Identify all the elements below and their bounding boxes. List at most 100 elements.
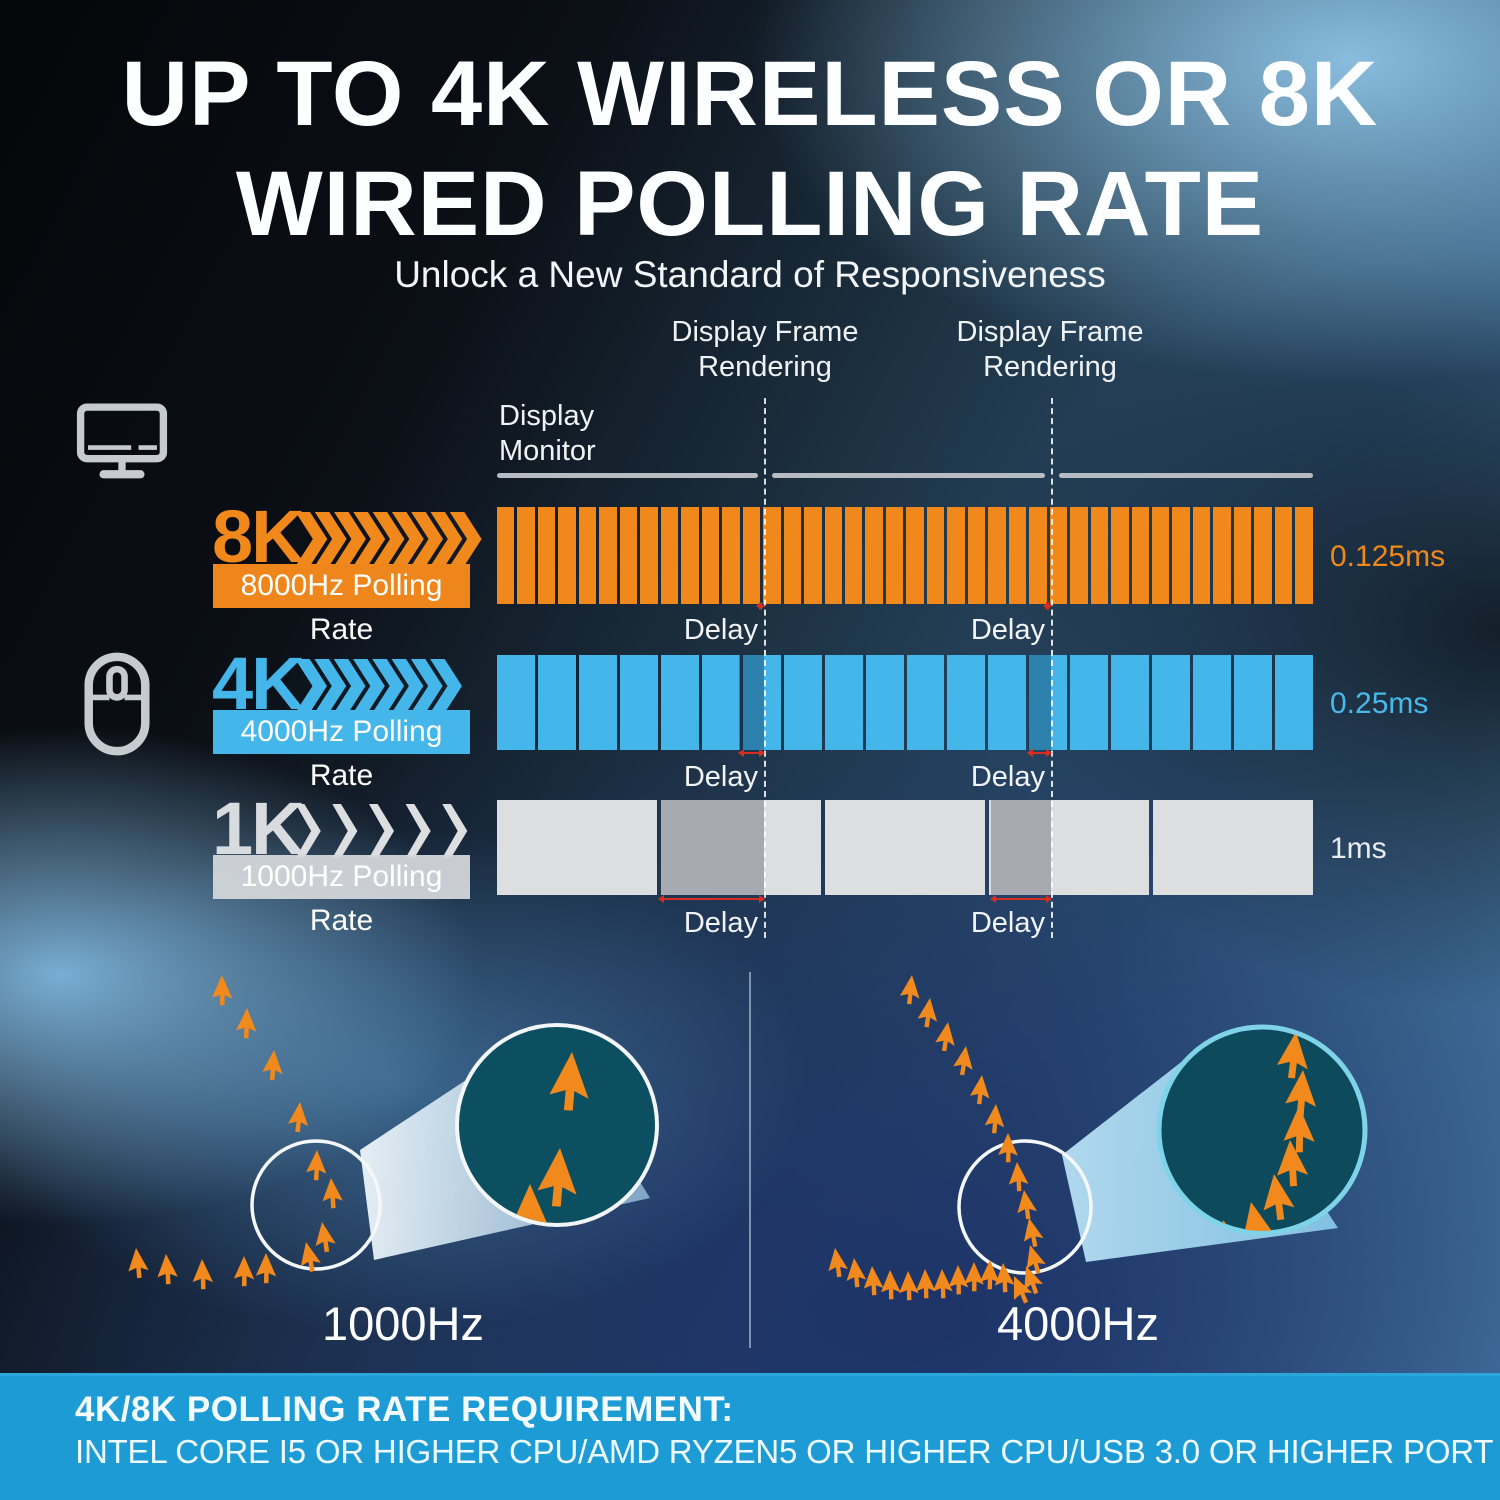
poll-segment: [497, 507, 515, 604]
cursor-icon: [127, 1248, 154, 1281]
cursor-icon: [996, 1133, 1025, 1166]
cursor-icon: [286, 1102, 317, 1137]
selection-circle-1000hz: [250, 1139, 382, 1271]
monitor-icon: [76, 403, 168, 479]
frame-rendering-line-1: [764, 398, 766, 938]
delay-label: Delay: [970, 761, 1045, 793]
poll-segment: [988, 655, 1027, 750]
cursor-icon: [260, 1050, 291, 1085]
delay-label: Delay: [683, 614, 758, 646]
poll-segment: [865, 655, 904, 750]
delay-label: Delay: [970, 907, 1045, 939]
delay-measure-arrow: [756, 602, 765, 610]
poll-segment: [701, 507, 720, 604]
poll-segment: [681, 507, 699, 604]
poll-segment: [661, 800, 821, 895]
delay-measure-arrow: [658, 895, 765, 903]
comparison-label-4000hz: 4000Hz: [997, 1297, 1159, 1350]
poll-segment: [1193, 655, 1232, 750]
page-subtitle: Unlock a New Standard of Responsiveness: [394, 254, 1106, 295]
poll-bar-8k: [497, 507, 1313, 604]
rate-box-8000hz: 8000Hz Polling Rate: [213, 564, 470, 646]
poll-segment: [537, 507, 556, 604]
mouse-icon: [84, 652, 150, 756]
delay-measure-arrow: [990, 895, 1052, 903]
delay-measure-arrow: [738, 749, 765, 757]
interval-label-1k: 1ms: [1330, 832, 1387, 865]
poll-segment: [763, 507, 781, 604]
poll-segment: [926, 507, 945, 604]
cursor-icon: [156, 1254, 184, 1288]
delay-label: Delay: [683, 761, 758, 793]
poll-segment: [1295, 507, 1313, 604]
poll-segment: [537, 655, 576, 750]
poll-segment: [1152, 507, 1170, 604]
poll-segment: [1254, 507, 1272, 604]
poll-segment: [578, 507, 597, 604]
poll-segment: [1029, 507, 1047, 604]
cursor-icon: [232, 1256, 262, 1290]
chevron-arrows-1k: [295, 804, 468, 858]
poll-segment: [722, 507, 740, 604]
poll-segment: [1111, 507, 1129, 604]
comparison-divider: [749, 972, 751, 1348]
poll-segment: [885, 507, 904, 604]
poll-segment: [844, 507, 863, 604]
requirement-title: 4K/8K POLLING RATE REQUIREMENT:: [75, 1390, 734, 1429]
page-title-line1: UP TO 4K WIRELESS OR 8K: [121, 43, 1379, 145]
cursor-icon: [1023, 1218, 1047, 1249]
badge-8k: 8K: [212, 495, 305, 578]
poll-segment: [1233, 507, 1252, 604]
poll-segment: [988, 507, 1006, 604]
frame-rendering-label-1: Display Frame Rendering: [671, 316, 859, 383]
cursor-icon: [210, 975, 240, 1009]
requirement-banner: [0, 1373, 1500, 1500]
poll-segment: [1029, 655, 1068, 750]
delay-measure-arrow: [1043, 602, 1052, 610]
comparison-label-1000hz: 1000Hz: [322, 1297, 484, 1350]
magnifier-circle-1000hz: [455, 1023, 659, 1227]
poll-segment: [865, 507, 883, 604]
poll-segment: [783, 507, 802, 604]
poll-segment: [619, 507, 638, 604]
cursor-icon: [951, 1046, 982, 1080]
poll-segment: [1008, 507, 1027, 604]
poll-segment: [742, 507, 761, 604]
poll-segment: [1131, 507, 1149, 604]
badge-4k: 4K: [212, 642, 305, 725]
rate-box-4000hz: 4000Hz Polling Rate: [213, 710, 470, 792]
cursor-icon: [191, 1259, 220, 1293]
poll-segment: [1274, 507, 1293, 604]
poll-segment: [783, 655, 822, 750]
poll-segment: [1111, 655, 1150, 750]
requirement-details: INTEL CORE I5 OR HIGHER CPU/AMD RYZEN5 O…: [75, 1433, 1494, 1470]
magnifier-circle-4000hz: [1156, 1024, 1368, 1236]
poll-segment: [660, 655, 699, 750]
poll-segment: [824, 507, 842, 604]
cursor-icon: [983, 1104, 1013, 1137]
cursor-icon: [898, 975, 928, 1009]
poll-segment: [1090, 507, 1109, 604]
cursor-icon: [314, 1222, 341, 1255]
poll-segment: [804, 507, 822, 604]
monitor-timeline-segment: [772, 473, 1045, 478]
chevron-arrows-4k: [295, 659, 462, 713]
poll-segment: [619, 655, 658, 750]
cursor-icon: [234, 1008, 264, 1042]
poll-segment: [906, 507, 924, 604]
chevron-arrows-8k: [295, 512, 482, 566]
badge-1k: 1K: [212, 787, 305, 870]
poll-segment: [1152, 655, 1191, 750]
cursor-icon: [915, 998, 946, 1032]
poll-segment: [1275, 655, 1314, 750]
poll-segment: [1213, 507, 1231, 604]
poll-segment: [1192, 507, 1211, 604]
poll-segment: [640, 507, 658, 604]
interval-label-4k: 0.25ms: [1330, 687, 1429, 720]
monitor-timeline-segment: [1059, 473, 1313, 478]
cursor-icon: [968, 1075, 998, 1109]
cursor-icon: [1007, 1162, 1035, 1195]
interval-label-8k: 0.125ms: [1330, 540, 1446, 573]
frame-rendering-label-2: Display Frame Rendering: [956, 316, 1144, 383]
